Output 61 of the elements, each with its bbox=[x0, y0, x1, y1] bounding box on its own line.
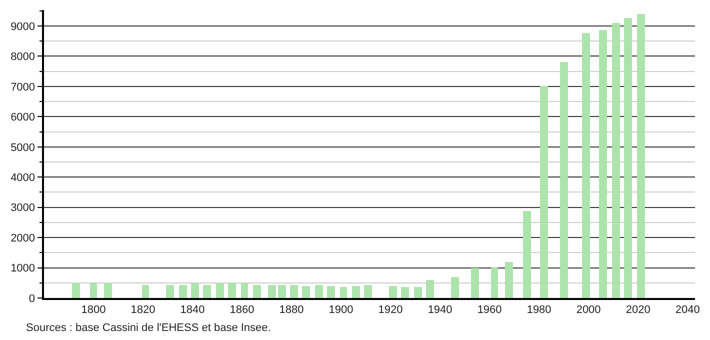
bar bbox=[179, 285, 187, 298]
y-tick-label: 4000 bbox=[10, 172, 36, 184]
y-tick-label: 2000 bbox=[10, 232, 36, 244]
x-tick-label: 1980 bbox=[526, 304, 552, 316]
bar bbox=[302, 286, 310, 298]
x-tick-label: 1840 bbox=[180, 304, 205, 316]
bar bbox=[352, 286, 360, 298]
y-tick-label: 9000 bbox=[10, 20, 36, 33]
y-tick-label: 8000 bbox=[10, 51, 36, 64]
bar bbox=[191, 283, 199, 298]
x-tick-label: 1940 bbox=[428, 304, 452, 316]
bar bbox=[241, 283, 248, 298]
x-tick-label: 1960 bbox=[477, 304, 502, 316]
bar bbox=[523, 211, 531, 298]
bar bbox=[216, 283, 224, 298]
bar bbox=[560, 62, 568, 298]
x-tick-label: 1820 bbox=[130, 304, 156, 316]
bar bbox=[278, 285, 286, 298]
bar bbox=[90, 283, 97, 298]
bar bbox=[426, 280, 434, 298]
bar bbox=[315, 285, 323, 298]
bar bbox=[414, 287, 422, 298]
x-tick-label: 1800 bbox=[81, 304, 106, 316]
bar bbox=[612, 23, 620, 298]
y-tick-label: 6000 bbox=[10, 112, 36, 124]
x-tick-label: 1900 bbox=[328, 304, 354, 316]
bar bbox=[637, 14, 645, 298]
bar bbox=[624, 18, 632, 298]
bar bbox=[505, 262, 513, 298]
bar bbox=[364, 285, 372, 298]
bar bbox=[451, 277, 459, 298]
x-tick-label: 1880 bbox=[279, 304, 304, 316]
bar bbox=[327, 286, 335, 298]
bar bbox=[471, 268, 479, 298]
source-note: Sources : base Cassini de l'EHESS et base Insee. bbox=[26, 322, 271, 334]
bar bbox=[340, 287, 347, 298]
x-tick-label: 1860 bbox=[230, 304, 254, 316]
bar bbox=[582, 33, 590, 298]
bar bbox=[599, 30, 607, 298]
y-tick-label: 5000 bbox=[10, 142, 36, 154]
y-tick-label: 3000 bbox=[10, 202, 36, 214]
bar bbox=[104, 283, 112, 298]
x-tick-label: 2020 bbox=[626, 304, 650, 316]
bar bbox=[268, 285, 276, 298]
x-tick-label: 2040 bbox=[675, 304, 700, 316]
bar bbox=[142, 285, 149, 298]
bar bbox=[166, 285, 174, 298]
y-tick-label: 1000 bbox=[10, 262, 36, 275]
y-tick-label: 7000 bbox=[10, 81, 36, 94]
bar bbox=[203, 285, 211, 298]
bar bbox=[228, 283, 236, 298]
bar bbox=[401, 287, 409, 298]
bar bbox=[491, 267, 498, 298]
bar bbox=[540, 86, 548, 298]
x-tick-label: 2000 bbox=[576, 304, 601, 316]
bar bbox=[253, 285, 261, 298]
x-tick-label: 1920 bbox=[378, 304, 403, 316]
bar bbox=[389, 286, 397, 298]
y-tick-label: 0 bbox=[28, 292, 36, 305]
bar bbox=[72, 283, 80, 298]
bar bbox=[290, 285, 298, 298]
